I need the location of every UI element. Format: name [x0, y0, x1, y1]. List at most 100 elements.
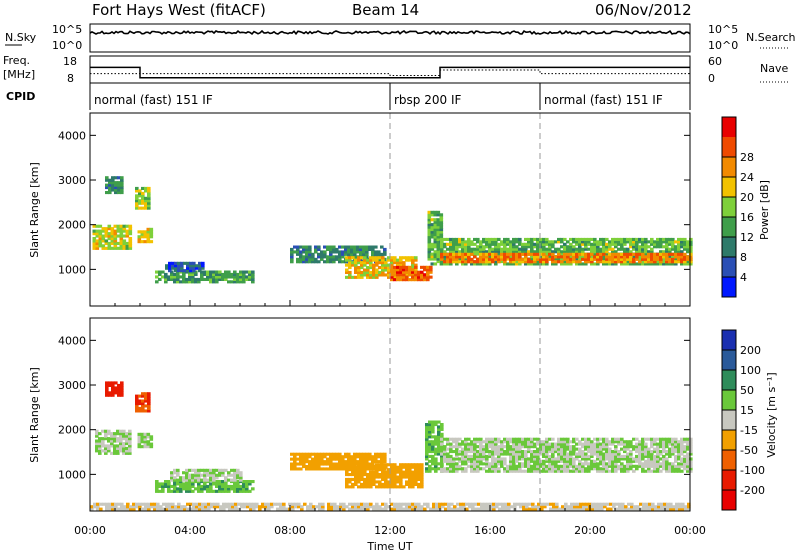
data-cell: [618, 507, 622, 511]
data-cell: [360, 256, 364, 260]
data-cell: [239, 471, 243, 475]
data-cell: [369, 502, 373, 506]
data-cell: [680, 462, 684, 466]
data-cell: [312, 507, 316, 511]
data-cell: [545, 452, 549, 456]
data-cell: [687, 505, 691, 509]
data-cell: [674, 440, 678, 444]
data-cell: [680, 437, 684, 441]
data-cell: [455, 247, 459, 251]
data-cell: [647, 260, 651, 264]
data-cell: [90, 505, 94, 509]
data-cell: [425, 450, 429, 454]
data-cell: [104, 429, 108, 433]
data-cell: [641, 464, 645, 468]
data-cell: [447, 507, 451, 511]
data-cell: [390, 273, 394, 277]
data-cell: [599, 237, 603, 241]
data-cell: [227, 478, 231, 482]
data-cell: [383, 250, 387, 254]
data-cell: [198, 502, 202, 506]
data-cell: [518, 262, 522, 266]
data-cell: [455, 445, 459, 449]
data-cell: [429, 265, 433, 269]
data-cell: [128, 439, 132, 443]
data-cell: [135, 505, 139, 509]
data-cell: [435, 502, 439, 506]
data-cell: [141, 402, 145, 406]
data-cell: [443, 242, 447, 246]
data-cell: [497, 457, 501, 461]
data-cell: [390, 477, 394, 481]
data-cell: [488, 252, 492, 256]
data-cell: [357, 266, 361, 270]
data-cell: [650, 454, 654, 458]
data-cell: [464, 445, 468, 449]
data-cell: [644, 452, 648, 456]
data-cell: [149, 445, 154, 449]
data-cell: [218, 471, 222, 475]
data-cell: [680, 252, 684, 256]
data-cell: [360, 463, 364, 467]
data-cell: [494, 262, 498, 266]
data-cell: [147, 502, 151, 506]
data-cell: [302, 465, 306, 469]
data-cell: [608, 257, 612, 261]
data-cell: [348, 266, 352, 270]
data-cell: [530, 260, 534, 264]
data-cell: [677, 469, 681, 473]
data-cell: [197, 277, 201, 281]
data-cell: [545, 260, 549, 264]
data-cell: [120, 388, 124, 392]
data-cell: [360, 261, 364, 265]
data-cell: [440, 427, 444, 431]
nave-trace: [90, 69, 690, 76]
data-cell: [647, 447, 651, 451]
data-cell: [615, 502, 619, 506]
data-cell: [539, 469, 543, 473]
data-cell: [427, 233, 432, 237]
data-cell: [308, 260, 312, 264]
data-cell: [509, 440, 513, 444]
data-cell: [635, 467, 639, 471]
data-cell: [308, 455, 312, 459]
data-cell: [677, 462, 681, 466]
data-cell: [213, 505, 217, 509]
data-cell: [509, 242, 513, 246]
data-cell: [440, 432, 444, 436]
data-cell: [290, 257, 294, 261]
data-cell: [440, 442, 444, 446]
data-cell: [659, 450, 663, 454]
data-cell: [110, 442, 114, 446]
data-cell: [515, 247, 519, 251]
data-cell: [359, 457, 363, 461]
data-cell: [650, 459, 654, 463]
data-cell: [206, 478, 210, 482]
data-cell: [602, 245, 606, 249]
data-cell: [372, 470, 376, 474]
data-cell: [320, 457, 324, 461]
data-cell: [656, 445, 660, 449]
data-cell: [653, 447, 657, 451]
data-cell: [447, 502, 451, 506]
data-cell: [417, 477, 421, 481]
data-cell: [575, 250, 579, 254]
data-cell: [249, 507, 253, 511]
data-cell: [449, 467, 453, 471]
data-cell: [117, 191, 121, 195]
data-cell: [485, 240, 489, 244]
data-cell: [620, 252, 624, 256]
data-cell: [654, 505, 658, 509]
data-cell: [108, 191, 112, 195]
data-cell: [587, 454, 591, 458]
data-cell: [194, 487, 198, 491]
data-cell: [548, 445, 552, 449]
data-cell: [593, 464, 597, 468]
data-cell: [582, 505, 586, 509]
data-cell: [500, 257, 504, 261]
data-cell: [590, 464, 594, 468]
data-cell: [236, 280, 240, 284]
data-cell: [485, 237, 489, 241]
data-cell: [623, 467, 627, 471]
data-cell: [485, 255, 489, 259]
